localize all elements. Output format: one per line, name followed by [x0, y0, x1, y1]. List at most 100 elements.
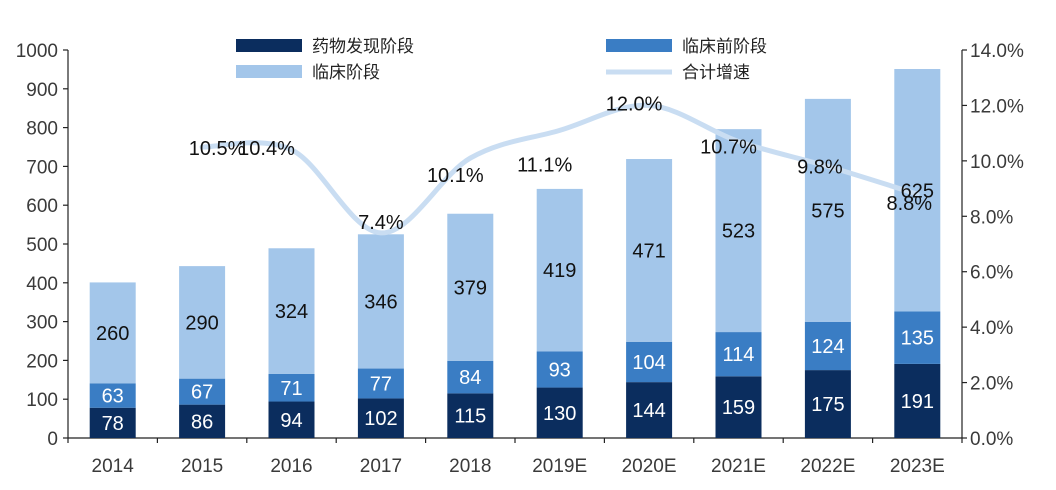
bar-segment-1 — [894, 363, 941, 438]
bar-value-label: 130 — [543, 403, 576, 425]
right-tick-label: 10.0% — [970, 152, 1024, 173]
bar-segment-3 — [804, 98, 851, 322]
bar-value-label: 575 — [811, 200, 844, 222]
bar-value-label: 124 — [811, 336, 844, 358]
bar-segment-1 — [179, 404, 226, 438]
x-tick-label: 2021E — [711, 456, 766, 477]
bar-value-label: 93 — [549, 360, 571, 382]
bar-value-label: 471 — [632, 240, 665, 262]
growth-rate-label: 7.4% — [358, 212, 404, 234]
right-tick-label: 6.0% — [970, 263, 1013, 284]
legend-swatch — [236, 39, 302, 52]
growth-point — [738, 140, 739, 142]
bar-segment-3 — [179, 266, 226, 379]
bar-segment-2 — [715, 332, 762, 377]
bar-segment-2 — [179, 378, 226, 405]
x-tick-label: 2022E — [800, 456, 855, 477]
growth-rate-label: 12.0% — [606, 93, 663, 115]
bar-value-label: 114 — [723, 344, 755, 366]
legend-label: 药物发现阶段 — [312, 37, 414, 57]
x-tick-label: 2018 — [449, 456, 491, 477]
bar-segment-3 — [715, 129, 762, 333]
bar-segment-2 — [89, 383, 136, 408]
x-tick-label: 2020E — [622, 456, 677, 477]
bar-value-label: 86 — [191, 411, 213, 433]
bar-value-label: 191 — [901, 391, 934, 413]
bar-value-label: 625 — [901, 180, 934, 202]
growth-point — [380, 232, 382, 234]
bar-value-label: 419 — [543, 260, 576, 282]
growth-point — [469, 157, 471, 159]
bar-value-label: 84 — [459, 367, 481, 389]
bar-segment-3 — [447, 213, 494, 361]
axes-group: 0 100 200 300 400 500 600 700 800 900 1000 0.0% 2.0%… — [16, 41, 1024, 477]
growth-line — [199, 102, 920, 236]
growth-point — [916, 193, 918, 195]
growth-rate-label: 10.4% — [238, 138, 295, 160]
x-tick-label: 2015 — [181, 456, 223, 477]
legend-label: 合计增速 — [682, 63, 750, 83]
growth-point — [291, 149, 292, 151]
growth-point — [827, 165, 829, 167]
bar-value-label: 115 — [454, 406, 486, 428]
growth-rate-label: 9.8% — [797, 156, 843, 178]
bar-value-label: 67 — [191, 382, 213, 404]
bar-segment-1 — [804, 370, 851, 438]
bar-value-label: 78 — [102, 413, 124, 435]
bar-segment-2 — [536, 351, 583, 388]
bar-segment-3 — [536, 188, 583, 352]
bar-value-label: 159 — [722, 397, 755, 419]
left-tick-label: 600 — [26, 196, 58, 217]
bar-segment-2 — [894, 311, 941, 364]
growth-rate-label: 10.7% — [700, 136, 757, 158]
bar-segment-2 — [804, 321, 851, 371]
bar-value-label: 135 — [901, 328, 934, 350]
bars-group — [89, 69, 941, 438]
bar-segment-3 — [626, 159, 673, 342]
left-tick-label: 0 — [47, 429, 58, 450]
bar-segment-1 — [447, 393, 494, 438]
bar-value-label: 102 — [364, 408, 397, 430]
growth-point — [648, 104, 650, 106]
growth-rate-label: 10.5% — [189, 138, 246, 160]
right-tick-label: 0.0% — [970, 429, 1013, 450]
left-tick-label: 700 — [26, 157, 58, 178]
labels-group: 78 63 260 86 67 290 94 71 324 102 77 346 115 84 379 130… — [96, 93, 934, 434]
bar-segment-3 — [268, 248, 315, 374]
legend-label: 临床前阶段 — [682, 37, 767, 57]
bar-value-label: 324 — [275, 301, 308, 323]
bar-value-label: 290 — [185, 312, 218, 334]
bar-value-label: 77 — [370, 373, 392, 395]
left-tick-label: 100 — [26, 390, 58, 411]
left-tick-label: 800 — [26, 119, 58, 140]
x-tick-label: 2017 — [360, 456, 402, 477]
growth-line-group — [199, 102, 920, 236]
bar-segment-2 — [268, 373, 315, 402]
bar-segment-2 — [447, 360, 494, 394]
right-tick-label: 12.0% — [970, 96, 1024, 117]
bar-segment-3 — [89, 282, 136, 384]
x-tick-label: 2023E — [890, 456, 945, 477]
bar-value-label: 523 — [722, 221, 755, 243]
legend-label: 临床阶段 — [312, 63, 380, 83]
left-tick-label: 1000 — [16, 41, 58, 62]
left-tick-label: 300 — [26, 313, 58, 334]
right-tick-label: 4.0% — [970, 318, 1013, 339]
bar-value-label: 379 — [454, 277, 487, 299]
x-tick-label: 2014 — [92, 456, 135, 477]
left-tick-label: 500 — [26, 235, 58, 256]
right-tick-label: 8.0% — [970, 207, 1013, 228]
growth-point — [201, 146, 203, 148]
right-tick-label: 14.0% — [970, 41, 1024, 62]
bar-value-label: 71 — [280, 378, 302, 400]
bar-segment-1 — [626, 382, 673, 438]
bar-value-label: 104 — [632, 352, 665, 374]
legend-swatch — [236, 65, 302, 78]
bar-value-label: 260 — [96, 323, 129, 345]
left-tick-label: 400 — [26, 274, 58, 295]
bar-value-label: 175 — [811, 394, 844, 416]
bar-segment-1 — [536, 387, 583, 438]
bar-value-label: 346 — [364, 291, 397, 313]
